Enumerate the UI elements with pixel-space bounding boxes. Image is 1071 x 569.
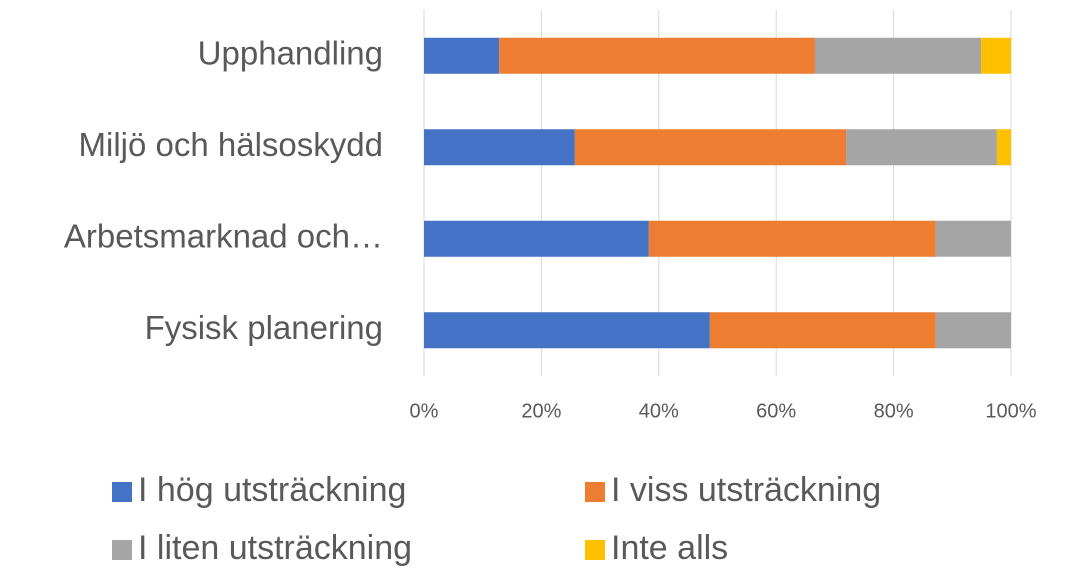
bar-segment	[709, 312, 936, 349]
x-tick-label: 100%	[985, 400, 1036, 422]
bar-segment	[996, 129, 1011, 166]
legend-label: Inte alls	[611, 529, 728, 567]
category-label: Arbetsmarknad och…	[64, 217, 383, 254]
bar-segment	[574, 129, 847, 166]
legend-swatch	[112, 482, 132, 502]
bar-segment	[499, 37, 815, 74]
bar-segment	[935, 312, 1011, 349]
bar-segment	[424, 129, 575, 166]
x-tick-label: 60%	[756, 400, 796, 422]
legend-swatch	[585, 482, 605, 502]
category-label: Miljö och hälsoskydd	[79, 126, 383, 163]
bar-segment	[424, 37, 500, 74]
category-label: Upphandling	[198, 34, 383, 71]
bar-segment	[846, 129, 997, 166]
legend-label: I hög utsträckning	[138, 471, 406, 509]
x-tick-label: 40%	[639, 400, 679, 422]
x-tick-label: 80%	[874, 400, 914, 422]
bar-segment	[814, 37, 982, 74]
bar-segment	[424, 312, 710, 349]
x-tick-label: 0%	[410, 400, 439, 422]
category-label: Fysisk planering	[145, 309, 383, 346]
bar-segment	[981, 37, 1011, 74]
bar-segment	[935, 220, 1011, 257]
legend-swatch	[112, 540, 132, 560]
legend-label: I liten utsträckning	[138, 529, 412, 567]
legend-swatch	[585, 540, 605, 560]
legend-label: I viss utsträckning	[611, 471, 881, 509]
bar-segment	[648, 220, 936, 257]
x-tick-label: 20%	[521, 400, 561, 422]
bar-segment	[424, 220, 649, 257]
